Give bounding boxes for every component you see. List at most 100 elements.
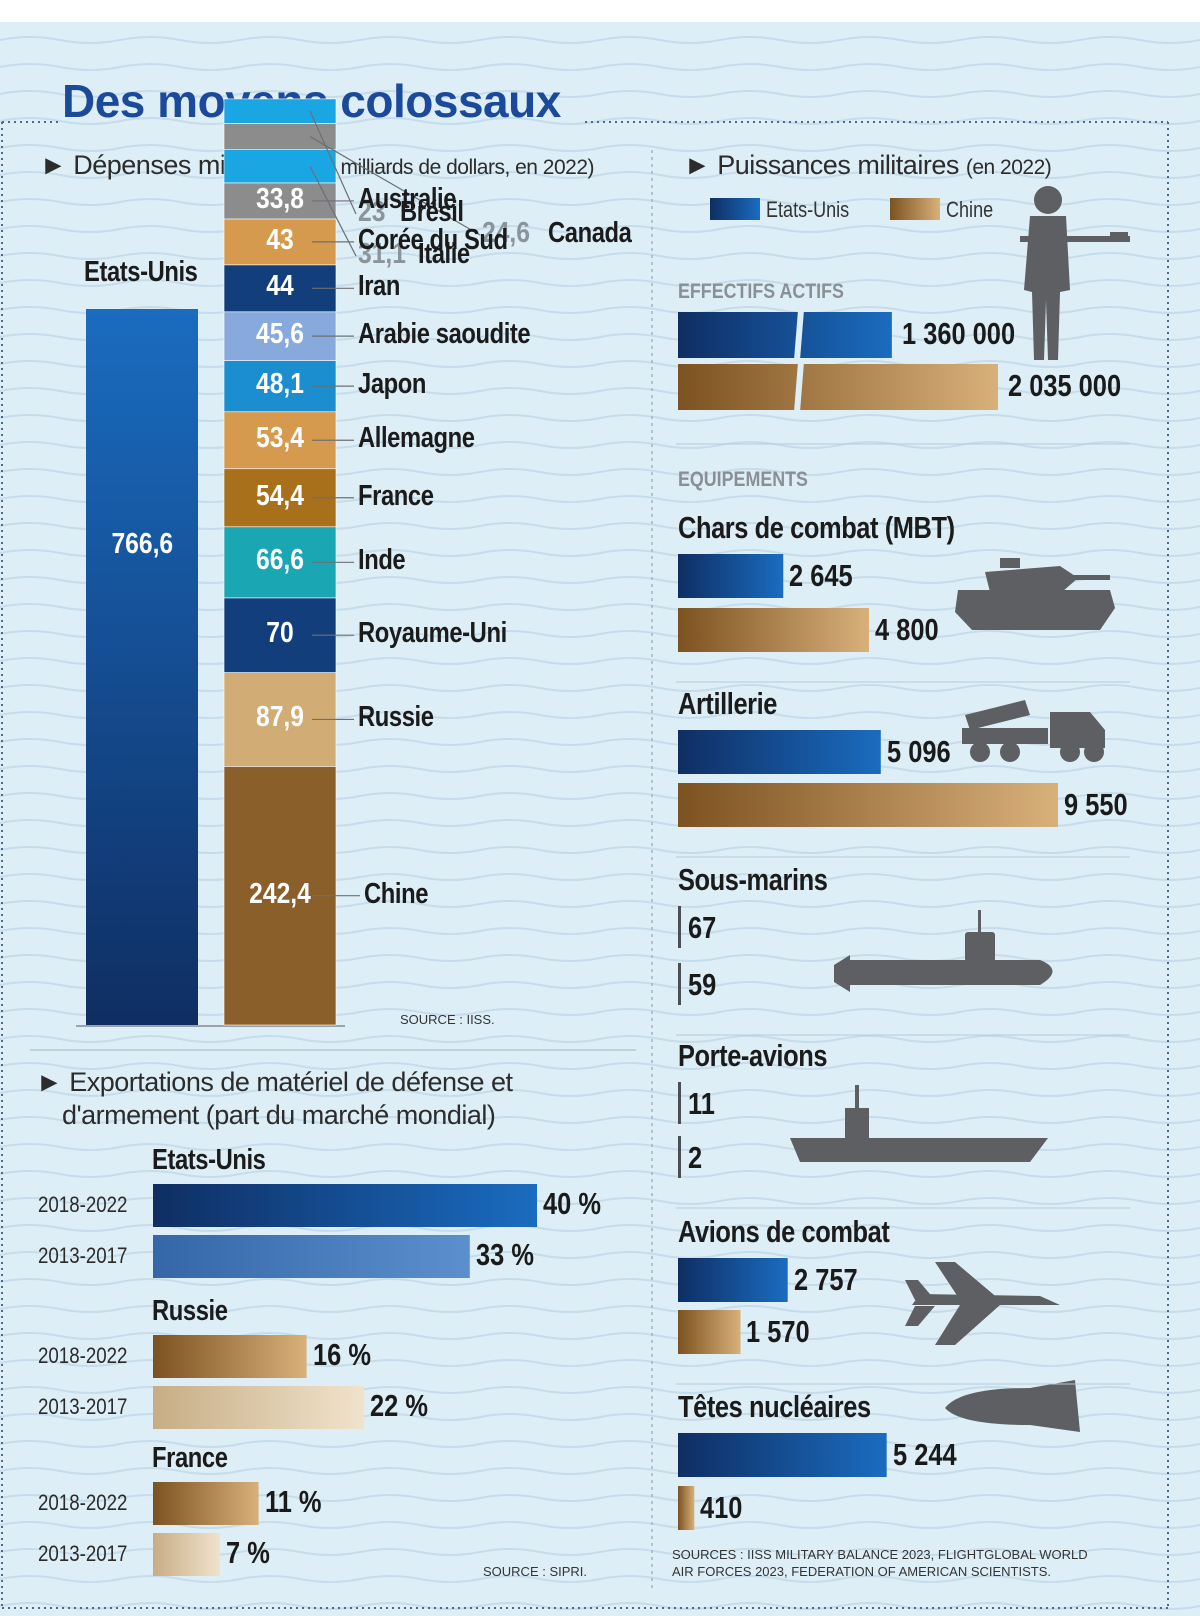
spending-chart bbox=[76, 98, 481, 1027]
wave-line bbox=[0, 1440, 1200, 1448]
period-label: 2018-2022 bbox=[38, 1490, 128, 1515]
value-italie: 31,1 bbox=[358, 238, 406, 270]
legend-label-usa: Etats-Unis bbox=[766, 197, 850, 222]
category-label-tetes-nucleaires: Têtes nucléaires bbox=[678, 1389, 871, 1424]
wave-line bbox=[0, 63, 1200, 71]
category-label-chars-de-combat-mbt: Chars de combat (MBT) bbox=[678, 510, 955, 545]
export-bar-russie-2018-2022 bbox=[153, 1335, 307, 1378]
wave-line bbox=[0, 171, 1200, 179]
exports-chart bbox=[153, 1184, 537, 1576]
legend-label-china: Chine bbox=[946, 197, 994, 222]
leader-canada bbox=[309, 136, 481, 236]
powers-heading: ► Puissances militaires (en 2022) bbox=[684, 150, 1052, 180]
value-usa-artillerie: 5 096 bbox=[886, 734, 951, 769]
value-canada: 24,6 bbox=[482, 217, 530, 249]
value-japon: 48,1 bbox=[256, 368, 304, 401]
wave-line bbox=[0, 927, 1200, 935]
effectifs-caption: EFFECTIFS ACTIFS bbox=[678, 280, 844, 303]
wave-line bbox=[0, 1170, 1200, 1178]
value-china-artillerie: 9 550 bbox=[1064, 787, 1128, 822]
wave-line bbox=[0, 981, 1200, 989]
wave-line bbox=[0, 1305, 1200, 1313]
effectifs-value-china: 2 035 000 bbox=[1008, 368, 1122, 403]
wave-line bbox=[0, 1278, 1200, 1286]
label-france: France bbox=[358, 479, 434, 512]
wave-line bbox=[0, 900, 1200, 908]
value-usa-porte-avions: 11 bbox=[688, 1086, 715, 1121]
value-china-sous-marins: 59 bbox=[688, 967, 717, 1002]
axis-break-mark bbox=[794, 362, 804, 412]
triangle-bullet-icon: ► bbox=[684, 150, 711, 180]
value-allemagne: 53,4 bbox=[256, 422, 304, 455]
label-allemagne: Allemagne bbox=[358, 422, 475, 455]
artillery-icon bbox=[962, 700, 1105, 762]
wave-line bbox=[0, 144, 1200, 152]
wave-line bbox=[0, 36, 1200, 44]
soldier-icon bbox=[1020, 186, 1130, 360]
label-arabie-saoudite: Arabie saoudite bbox=[358, 318, 531, 351]
group-label-france: France bbox=[152, 1442, 228, 1474]
bar-usa-avions-de-combat bbox=[678, 1258, 788, 1302]
label-russie: Russie bbox=[358, 701, 434, 734]
wave-line bbox=[0, 414, 1200, 422]
value-france: 54,4 bbox=[256, 479, 304, 512]
value-usa-avions-de-combat: 2 757 bbox=[793, 1262, 858, 1297]
export-value-russie-2018-2022: 16 % bbox=[312, 1337, 371, 1372]
wave-line bbox=[0, 954, 1200, 962]
period-label: 2013-2017 bbox=[38, 1394, 128, 1419]
stack-segment-italie bbox=[223, 149, 337, 184]
wave-line bbox=[0, 1224, 1200, 1232]
wave-line bbox=[0, 873, 1200, 881]
group-label-russie: Russie bbox=[152, 1295, 228, 1327]
export-value-etats-unis-2013-2017: 33 % bbox=[475, 1237, 534, 1272]
wave-line bbox=[0, 522, 1200, 530]
value-etats-unis: 766,6 bbox=[111, 528, 174, 560]
nuclear-warhead-icon bbox=[945, 1380, 1080, 1432]
label-italie: Italie bbox=[418, 238, 470, 270]
value-usa-chars-de-combat-mbt: 2 645 bbox=[789, 558, 853, 593]
wave-line bbox=[0, 1116, 1200, 1124]
bar-china-artillerie bbox=[678, 783, 1058, 827]
category-label-sous-marins: Sous-marins bbox=[678, 862, 828, 897]
wave-line bbox=[0, 117, 1200, 125]
export-bar-france-2018-2022 bbox=[153, 1482, 259, 1525]
group-label-etats-unis: Etats-Unis bbox=[152, 1144, 266, 1176]
label-etats-unis: Etats-Unis bbox=[84, 256, 198, 288]
wave-line bbox=[0, 387, 1200, 395]
equipements-caption: EQUIPEMENTS bbox=[678, 468, 808, 491]
powers-source: SOURCES : IISS MILITARY BALANCE 2023, FL… bbox=[672, 1547, 1088, 1579]
fighter-jet-icon bbox=[905, 1262, 1060, 1345]
aircraft-carrier-icon bbox=[790, 1085, 1048, 1162]
bar-china-tetes-nucleaires bbox=[678, 1486, 695, 1530]
value-usa-sous-marins: 67 bbox=[688, 910, 717, 945]
category-label-avions-de-combat: Avions de combat bbox=[678, 1214, 890, 1249]
triangle-bullet-icon: ► bbox=[36, 1067, 63, 1097]
value-iran: 44 bbox=[266, 270, 294, 303]
wave-line bbox=[0, 360, 1200, 368]
wave-line bbox=[0, 657, 1200, 665]
value-royaume-uni: 70 bbox=[266, 617, 294, 650]
wave-line bbox=[0, 1008, 1200, 1016]
effectifs-bar-usa bbox=[678, 312, 892, 358]
period-label: 2013-2017 bbox=[38, 1541, 128, 1566]
wave-line bbox=[0, 630, 1200, 638]
stack-segment-bresil bbox=[223, 98, 337, 124]
export-bar-etats-unis-2013-2017 bbox=[153, 1235, 470, 1278]
wave-line bbox=[0, 90, 1200, 98]
legend-swatch-usa bbox=[710, 198, 760, 220]
wave-line bbox=[0, 684, 1200, 692]
value-bresil: 23 bbox=[358, 196, 386, 228]
wave-line bbox=[0, 1521, 1200, 1529]
effectifs-bar-china bbox=[678, 364, 998, 410]
axis-break-mark bbox=[794, 310, 804, 360]
label-royaume-uni: Royaume-Uni bbox=[358, 617, 507, 650]
wave-line bbox=[0, 495, 1200, 503]
wave-line bbox=[0, 1602, 1200, 1610]
legend-swatch-china bbox=[890, 198, 940, 220]
wave-line bbox=[0, 441, 1200, 449]
value-china-porte-avions: 2 bbox=[688, 1140, 703, 1175]
bar-china-chars-de-combat-mbt bbox=[678, 608, 869, 652]
export-value-france-2013-2017: 7 % bbox=[226, 1535, 270, 1570]
